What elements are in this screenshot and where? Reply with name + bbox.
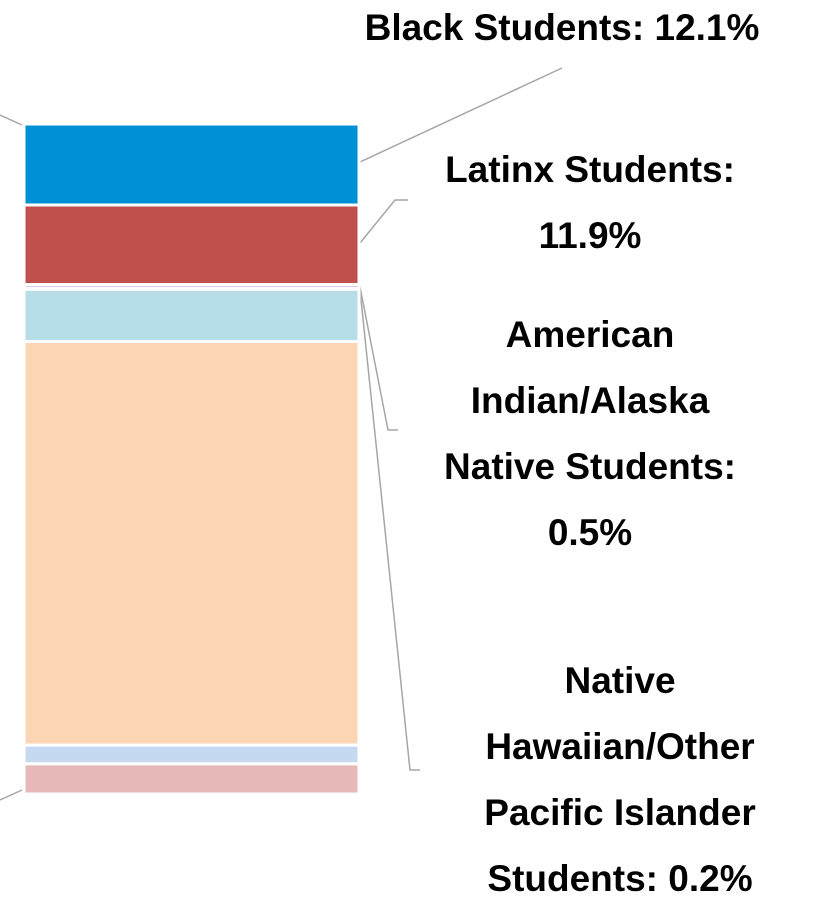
bar-segment [22,122,361,207]
leader-line [0,789,23,801]
data-label: American [506,314,675,355]
leader-line [0,114,23,126]
data-label: Native Students: [444,446,736,487]
leader-line [359,289,420,771]
data-label: Students: 0.2% [487,858,752,898]
data-label: Indian/Alaska [471,380,710,421]
bar-segment [22,762,361,796]
data-label: Latinx Students: [445,149,735,190]
data-label: 0.5% [548,512,632,553]
bar-segment [22,340,361,747]
bar-segment [22,287,361,344]
data-label: Hawaiian/Other [485,726,754,767]
data-label: Black Students: 12.1% [365,7,760,48]
data-label: Pacific Islander [484,792,755,833]
data-label: 11.9% [539,215,642,256]
data-label: Native [564,660,675,701]
leader-line [359,199,408,244]
leader-line [359,286,398,431]
leader-line [359,67,563,163]
bar-segment [22,743,361,766]
bar-segment [22,203,361,287]
